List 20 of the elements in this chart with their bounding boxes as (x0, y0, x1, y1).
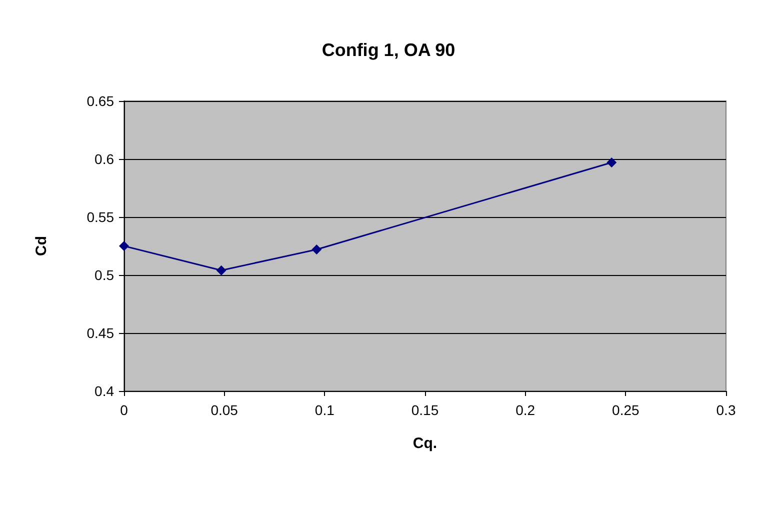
y-axis-title: Cd (33, 236, 50, 256)
x-tick-label: 0.25 (612, 402, 640, 418)
x-tick-label: 0.1 (314, 402, 335, 418)
point (312, 244, 322, 254)
point (119, 241, 129, 251)
x-axis-title: Cq. (412, 435, 438, 452)
y-tick-label: 0.4 (94, 383, 114, 399)
x-tick-label: 0.15 (411, 402, 439, 418)
y-tick-label: 0.65 (86, 93, 114, 109)
y-tick-label: 0.55 (86, 209, 114, 225)
point (216, 265, 226, 276)
chart-title: Config 1, OA 90 (322, 40, 456, 60)
x-tick-label: 0 (120, 402, 128, 418)
x-tick-label: 0.2 (516, 402, 536, 418)
x-tick-label: 0.3 (716, 402, 736, 418)
y-tick-label: 0.45 (86, 325, 114, 341)
x-tick-label: 0.05 (210, 402, 238, 418)
y-tick-label: 0.6 (94, 151, 114, 167)
y-tick-label: 0.5 (94, 267, 114, 283)
point (606, 157, 617, 168)
